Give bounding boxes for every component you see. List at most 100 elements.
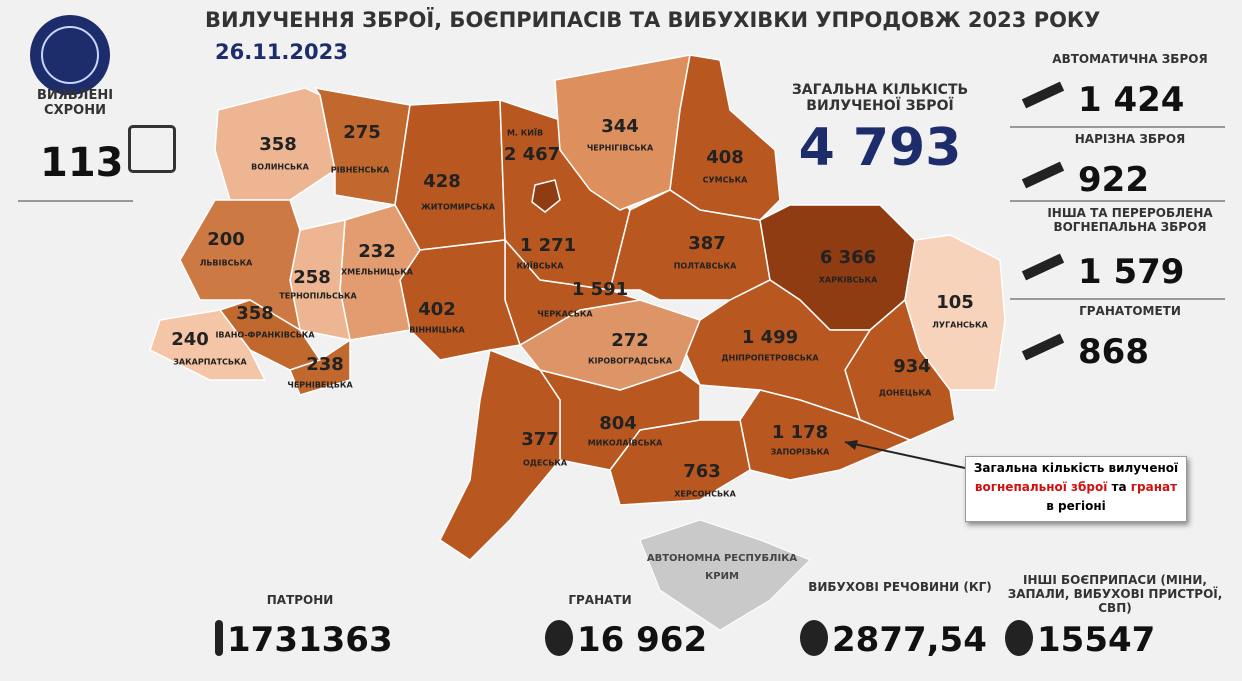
regions: АВТОНОМНА РЕСПУБЛІКА КРИМ 358 ВОЛИНСЬКА 275 Р… — [149, 54, 1006, 631]
region-name: МИКОЛАЇВСЬКА — [588, 438, 663, 448]
region-name: КИЇВСЬКА — [516, 261, 564, 271]
separator — [18, 200, 133, 202]
region-name: ОДЕСЬКА — [523, 459, 568, 468]
region-value: 275 — [343, 122, 381, 143]
ammo-label: ГРАНАТИ — [568, 593, 632, 607]
region — [149, 309, 267, 381]
region — [669, 54, 781, 221]
safe-icon — [128, 125, 176, 173]
crimea-label: КРИМ — [705, 571, 739, 582]
region-value: 387 — [688, 233, 726, 254]
region-name: ІВАНО-ФРАНКІВСЬКА — [215, 331, 315, 340]
region-name: РІВНЕНСЬКА — [331, 166, 390, 175]
separator — [1010, 126, 1225, 128]
region-name: ХМЕЛЬНИЦЬКА — [341, 268, 414, 277]
region-value: 428 — [423, 171, 461, 192]
region-name: ЧЕРНІВЕЦЬКА — [287, 381, 353, 390]
ammo-icon — [545, 620, 573, 656]
region-name: ХАРКІВСЬКА — [819, 276, 878, 285]
callout-text: та — [1111, 480, 1127, 494]
crimea-label: АВТОНОМНА РЕСПУБЛІКА — [647, 553, 797, 564]
region — [609, 419, 751, 506]
ammo-value: 2877,54 — [832, 620, 987, 660]
region-value: 258 — [293, 267, 331, 288]
callout-arrow — [844, 441, 966, 469]
region-value: 344 — [601, 116, 639, 137]
region-value: 358 — [236, 303, 274, 324]
separator — [1010, 298, 1225, 300]
region-name: ХЕРСОНСЬКА — [674, 490, 736, 499]
region-name: ВІННИЦЬКА — [409, 326, 465, 335]
callout-line: в регіоні — [1046, 499, 1106, 513]
weapon-label: ІНША ТА ПЕРЕРОБЛЕНА ВОГНЕПАЛЬНА ЗБРОЯ — [1047, 206, 1213, 234]
ammo-label: ПАТРОНИ — [266, 593, 334, 607]
caches-label: ВИЯВЛЕНІ СХРОНИ — [36, 88, 114, 118]
title: ВИЛУЧЕННЯ ЗБРОЇ, БОЄПРИПАСІВ ТА ВИБУХІВК… — [205, 8, 1101, 32]
region-value: 2 467 — [504, 144, 560, 165]
region-name: ЛУГАНСЬКА — [932, 321, 988, 330]
region-name: ВОЛИНСЬКА — [251, 163, 309, 172]
region-name: ПОЛТАВСЬКА — [674, 262, 737, 271]
separator — [1010, 200, 1225, 202]
region-value: 1 271 — [520, 235, 576, 256]
crimea — [639, 519, 811, 631]
region-value: 408 — [706, 147, 744, 168]
total-value: 4 793 — [798, 118, 962, 178]
ammo-icon — [800, 620, 828, 656]
region-value: 1 591 — [572, 279, 628, 300]
caches-value: 113 — [40, 140, 124, 186]
region-name: ЗАПОРІЗЬКА — [771, 448, 831, 457]
region-name: ДНІПРОПЕТРОВСЬКА — [721, 354, 819, 363]
region-name: ЗАКАРПАТСЬКА — [173, 358, 247, 367]
region-value: 377 — [521, 429, 559, 450]
weapon-label: АВТОМАТИЧНА ЗБРОЯ — [1052, 52, 1208, 66]
callout-line: Загальна кількість вилученої — [973, 461, 1179, 475]
weapon-value: 868 — [1078, 332, 1149, 372]
region-value: 240 — [171, 329, 209, 350]
weapon-label: НАРІЗНА ЗБРОЯ — [1074, 132, 1186, 146]
region — [439, 348, 561, 561]
region-name: ДОНЕЦЬКА — [879, 389, 932, 398]
callout: Загальна кількість вилученої вогнепально… — [965, 456, 1187, 522]
region-name: ЖИТОМИРСЬКА — [421, 203, 496, 212]
weapon-value: 922 — [1078, 160, 1149, 200]
region-name: ЧЕРКАСЬКА — [537, 310, 593, 319]
total-label: ЗАГАЛЬНА КІЛЬКІСТЬ ВИЛУЧЕНОЇ ЗБРОЇ — [791, 82, 969, 114]
weapon-value: 1 579 — [1078, 252, 1185, 292]
region-value: 1 178 — [772, 422, 828, 443]
arrow-head — [845, 440, 858, 450]
region — [214, 87, 336, 201]
ammo-label: ІНШІ БОЄПРИПАСИ (МІНИ, ЗАПАЛИ, ВИБУХОВІ … — [1007, 573, 1223, 615]
date: 26.11.2023 — [215, 40, 348, 64]
region-value: 1 499 — [742, 327, 798, 348]
region-value: 402 — [418, 299, 456, 320]
region-name: КІРОВОГРАДСЬКА — [588, 357, 673, 366]
region-value: 934 — [893, 356, 931, 377]
weapon-value: 1 424 — [1078, 80, 1185, 120]
region-value: 358 — [259, 134, 297, 155]
ammo-icon — [1005, 620, 1033, 656]
region-value: 804 — [599, 413, 637, 434]
region-name: ЧЕРНІГІВСЬКА — [587, 144, 654, 153]
callout-line: вогнепальної зброї та гранат — [966, 478, 1186, 497]
region-value: 6 366 — [820, 247, 876, 268]
region-value: 238 — [306, 354, 344, 375]
region-name: ТЕРНОПІЛЬСЬКА — [279, 292, 357, 301]
region-name: ЛЬВІВСЬКА — [200, 259, 253, 268]
ammo-icon — [215, 620, 223, 656]
region — [531, 179, 561, 213]
callout-red: гранат — [1130, 480, 1178, 494]
region — [289, 338, 351, 396]
region-value: 200 — [207, 229, 245, 250]
region-name: СУМСЬКА — [703, 176, 749, 185]
callout-red: вогнепальної зброї — [974, 480, 1108, 494]
ammo-label: ВИБУХОВІ РЕЧОВИНИ (КГ) — [808, 580, 992, 594]
ammo-value: 16 962 — [577, 620, 708, 660]
weapon-label: ГРАНАТОМЕТИ — [1079, 304, 1181, 318]
logo-ring — [41, 26, 99, 84]
ammo-value: 1731363 — [227, 620, 393, 660]
region-name: М. КИЇВ — [507, 128, 543, 138]
region-value: 232 — [358, 241, 396, 262]
